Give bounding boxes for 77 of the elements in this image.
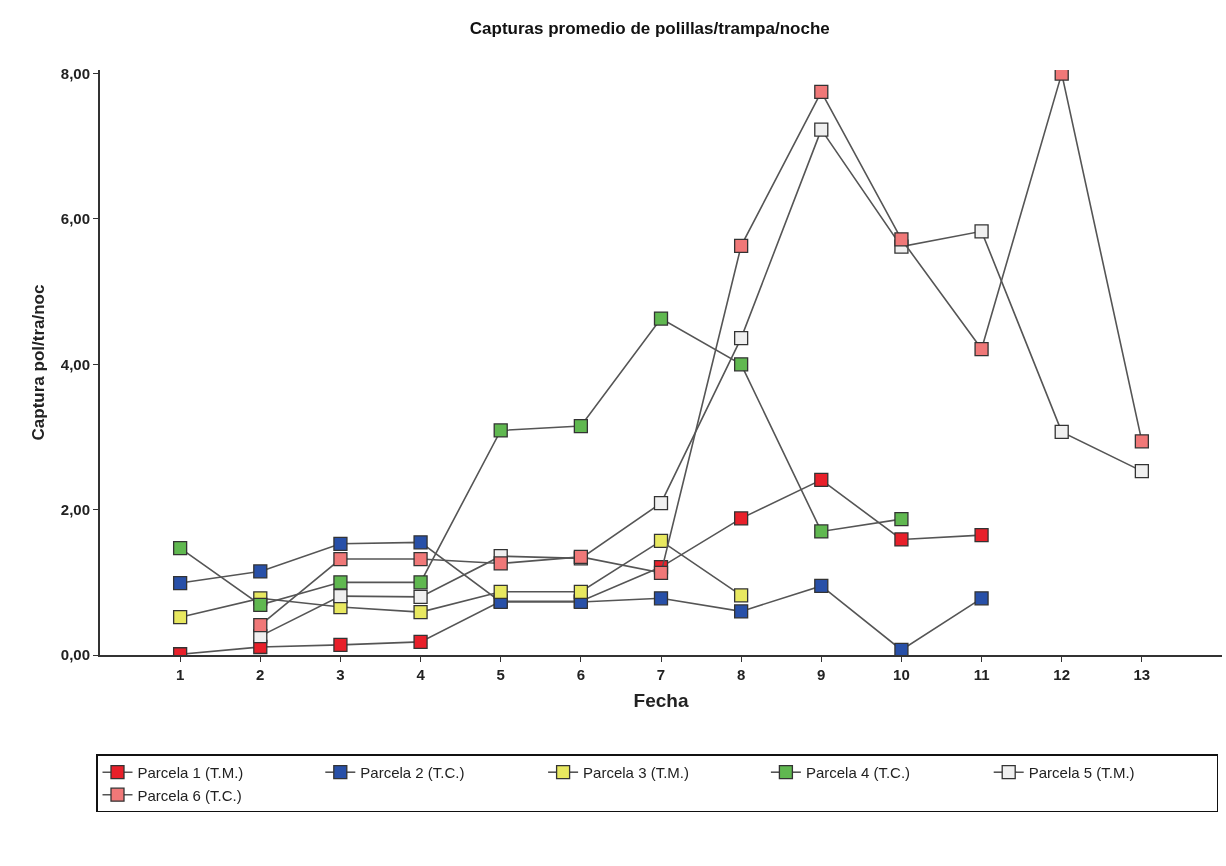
point: [333, 551, 348, 567]
point: [253, 618, 268, 633]
x-tick-label: 7: [656, 666, 666, 683]
legend-label: Parcela 4 (T.C.): [805, 764, 911, 782]
point: [253, 564, 268, 579]
point: [653, 565, 669, 581]
x-tick-label: 3: [336, 666, 345, 683]
point: [894, 511, 909, 527]
x-tick-label: 10: [893, 666, 910, 683]
point: [814, 472, 829, 488]
point: [814, 84, 829, 99]
point: [974, 527, 989, 543]
legend-label: Parcela 6 (T.C.): [137, 786, 242, 804]
point: [733, 588, 749, 603]
point: [253, 597, 268, 613]
y-tick-label: 4,00: [60, 355, 90, 373]
y-axis-title: Captura pol/tra/noc: [28, 284, 48, 441]
point: [974, 591, 989, 606]
point: [413, 575, 428, 590]
legend-label: Parcela 1 (T.M.): [137, 764, 244, 782]
point: [653, 533, 669, 549]
point: [413, 551, 428, 567]
point: [333, 637, 348, 652]
point: [1054, 424, 1069, 440]
point: [1134, 434, 1150, 449]
x-tick-label: 8: [736, 666, 746, 683]
point: [413, 604, 428, 620]
x-tick-label: 12: [1053, 666, 1071, 683]
point: [653, 311, 669, 326]
legend-label: Parcela 3 (T.M.): [583, 764, 689, 782]
point: [974, 341, 989, 357]
legend-label: Parcela 5 (T.M.): [1028, 764, 1135, 782]
chart-title: Capturas promedio de polillas/trampa/noche: [469, 18, 830, 38]
point: [413, 535, 428, 550]
point: [733, 331, 749, 346]
point: [653, 495, 669, 511]
x-tick-label: 2: [256, 666, 265, 683]
point: [653, 591, 669, 606]
point: [733, 604, 749, 619]
x-tick-label: 13: [1133, 666, 1151, 683]
x-tick-label: 4: [416, 666, 426, 683]
point: [733, 357, 749, 372]
point: [493, 584, 508, 599]
y-tick-label: 0,00: [60, 646, 90, 664]
point: [894, 642, 909, 655]
point: [733, 238, 749, 254]
point: [333, 575, 348, 590]
point: [413, 634, 428, 650]
point: [333, 588, 348, 604]
point: [172, 575, 188, 591]
point: [814, 524, 829, 539]
x-tick-label: 5: [496, 666, 505, 683]
x-tick-label: 9: [817, 666, 826, 683]
point: [733, 511, 749, 526]
point: [413, 589, 428, 605]
point: [172, 541, 188, 556]
point: [493, 423, 508, 438]
x-tick-label: 6: [576, 666, 586, 683]
y-tick-label: 2,00: [60, 500, 90, 518]
x-axis-title: Fecha: [633, 690, 689, 712]
y-tick-label: 8,00: [60, 64, 90, 82]
point: [814, 122, 829, 137]
point: [974, 224, 989, 239]
x-tick-label: 1: [175, 666, 185, 683]
point: [1054, 70, 1069, 81]
point: [493, 556, 508, 571]
point: [172, 610, 188, 625]
point: [573, 584, 589, 599]
point: [894, 532, 909, 547]
point: [573, 418, 589, 434]
x-tick-label: 11: [973, 666, 990, 683]
y-tick-label: 6,00: [60, 210, 90, 228]
legend-label: Parcela 2 (T.C.): [360, 764, 465, 782]
point: [814, 578, 829, 594]
point: [894, 232, 909, 247]
point: [333, 536, 348, 551]
point: [1134, 463, 1150, 479]
